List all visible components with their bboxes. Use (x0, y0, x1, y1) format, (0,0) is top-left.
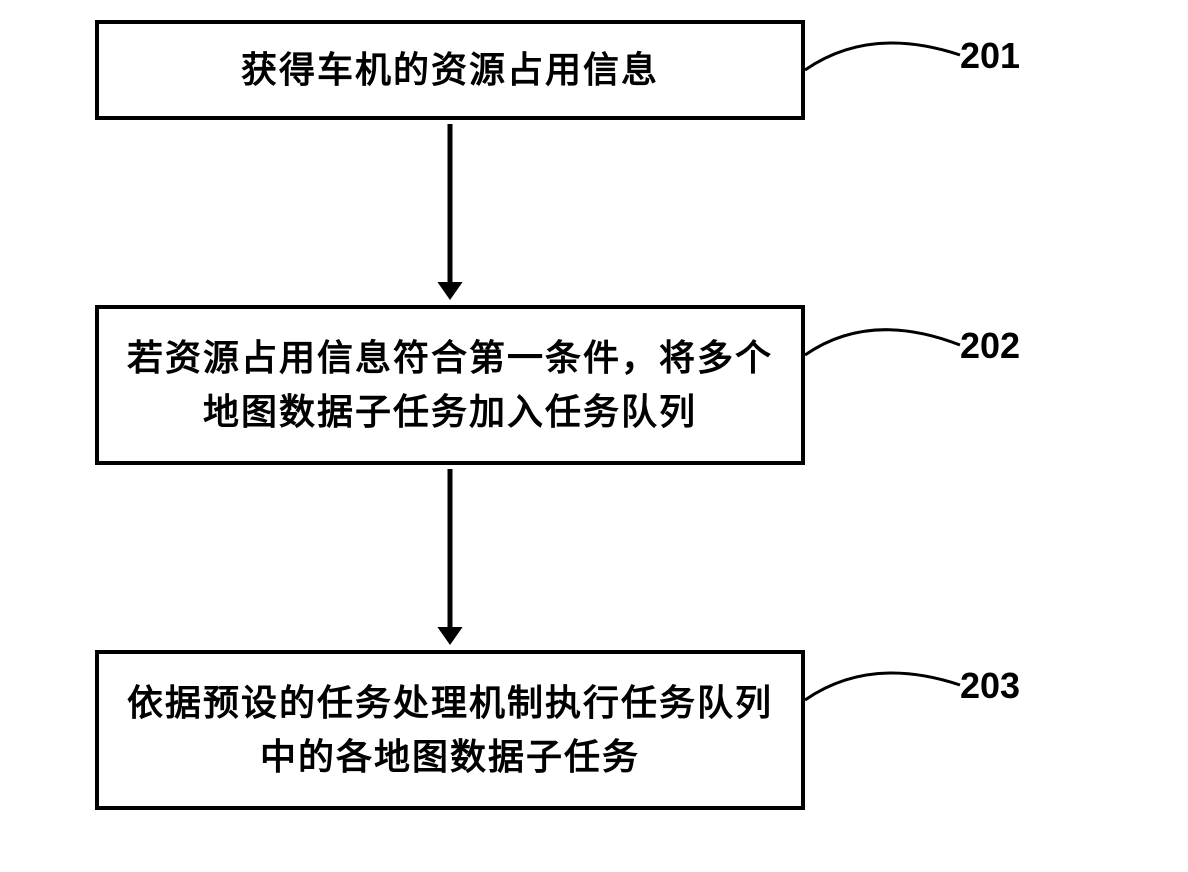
flow-box-text: 获得车机的资源占用信息 (241, 43, 659, 97)
step-label-202: 202 (960, 325, 1020, 367)
step-label-203: 203 (960, 665, 1020, 707)
flow-box-text: 若资源占用信息符合第一条件，将多个地图数据子任务加入任务队列 (119, 331, 781, 439)
flow-arrow-1 (430, 119, 470, 320)
flow-box-box2: 若资源占用信息符合第一条件，将多个地图数据子任务加入任务队列 (95, 305, 805, 465)
flow-box-box1: 获得车机的资源占用信息 (95, 20, 805, 120)
flow-box-box3: 依据预设的任务处理机制执行任务队列中的各地图数据子任务 (95, 650, 805, 810)
step-label-201: 201 (960, 35, 1020, 77)
flow-arrow-2 (430, 464, 470, 665)
flow-box-text: 依据预设的任务处理机制执行任务队列中的各地图数据子任务 (119, 676, 781, 784)
